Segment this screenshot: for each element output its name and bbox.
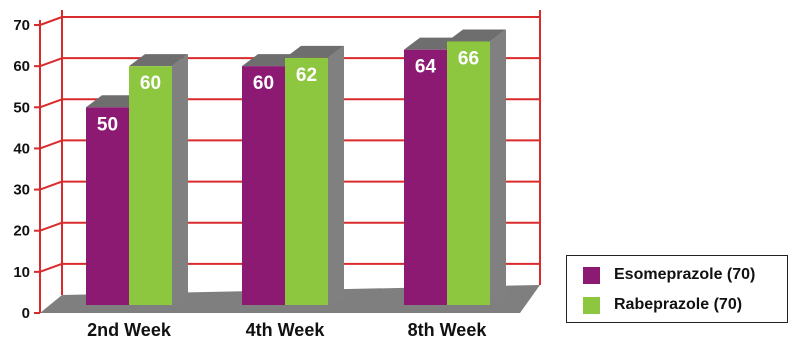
gridline-depth (39, 98, 63, 109)
data-label: 60 (253, 73, 274, 94)
legend-swatch-esomeprazole (583, 266, 600, 284)
data-label: 62 (296, 65, 317, 86)
y-tick-label: 30 (13, 182, 30, 199)
x-category-label: 8th Week (408, 320, 488, 340)
bars: 50 60 60 62 64 66 (86, 29, 506, 306)
x-axis-categories: 2nd Week 4th Week 8th Week (87, 320, 487, 340)
data-label: 64 (415, 57, 437, 78)
bar-esomeprazole-0 (86, 107, 129, 306)
legend-item-rabeprazole: Rabeprazole (70) (583, 294, 742, 316)
gridline-depth (39, 16, 63, 26)
y-tick-label: 20 (13, 223, 30, 240)
bar-esomeprazole-2 (404, 49, 447, 305)
gridline-depth (39, 221, 63, 232)
data-label: 60 (140, 73, 161, 94)
bar-top (447, 29, 506, 42)
gridline-depth (39, 180, 63, 191)
y-tick-label: 60 (13, 58, 30, 75)
legend-swatch-rabeprazole (583, 296, 600, 314)
y-axis-ticks: 0 10 20 30 40 50 60 70 (13, 17, 30, 322)
legend-label-rabeprazole: Rabeprazole (70) (614, 296, 743, 313)
bar-rabeprazole-2 (447, 41, 490, 305)
bar-side (172, 54, 188, 306)
bar-rabeprazole-1 (285, 57, 328, 305)
legend: Esomeprazole (70) Rabeprazole (70) (566, 255, 788, 323)
legend-item-esomeprazole: Esomeprazole (70) (583, 264, 755, 286)
x-category-label: 2nd Week (87, 320, 172, 340)
bar-side (490, 29, 506, 305)
bar-esomeprazole-1 (242, 66, 285, 306)
y-tick-label: 70 (13, 17, 30, 34)
legend-label-esomeprazole: Esomeprazole (70) (614, 266, 756, 283)
y-tick-label: 10 (13, 264, 30, 281)
x-category-label: 4th Week (246, 320, 326, 340)
y-tick-label: 50 (13, 99, 30, 116)
gridline-depth (39, 139, 63, 150)
bar-top (285, 45, 344, 58)
bar-side (328, 45, 344, 306)
data-label: 66 (458, 48, 479, 69)
bar-rabeprazole-0 (129, 66, 172, 306)
data-label: 50 (97, 114, 118, 135)
gridline-depth (39, 262, 63, 273)
y-tick-label: 40 (13, 140, 30, 157)
y-tick-label: 0 (22, 305, 30, 322)
bar-top (129, 54, 188, 67)
gridline-depth (39, 57, 63, 68)
